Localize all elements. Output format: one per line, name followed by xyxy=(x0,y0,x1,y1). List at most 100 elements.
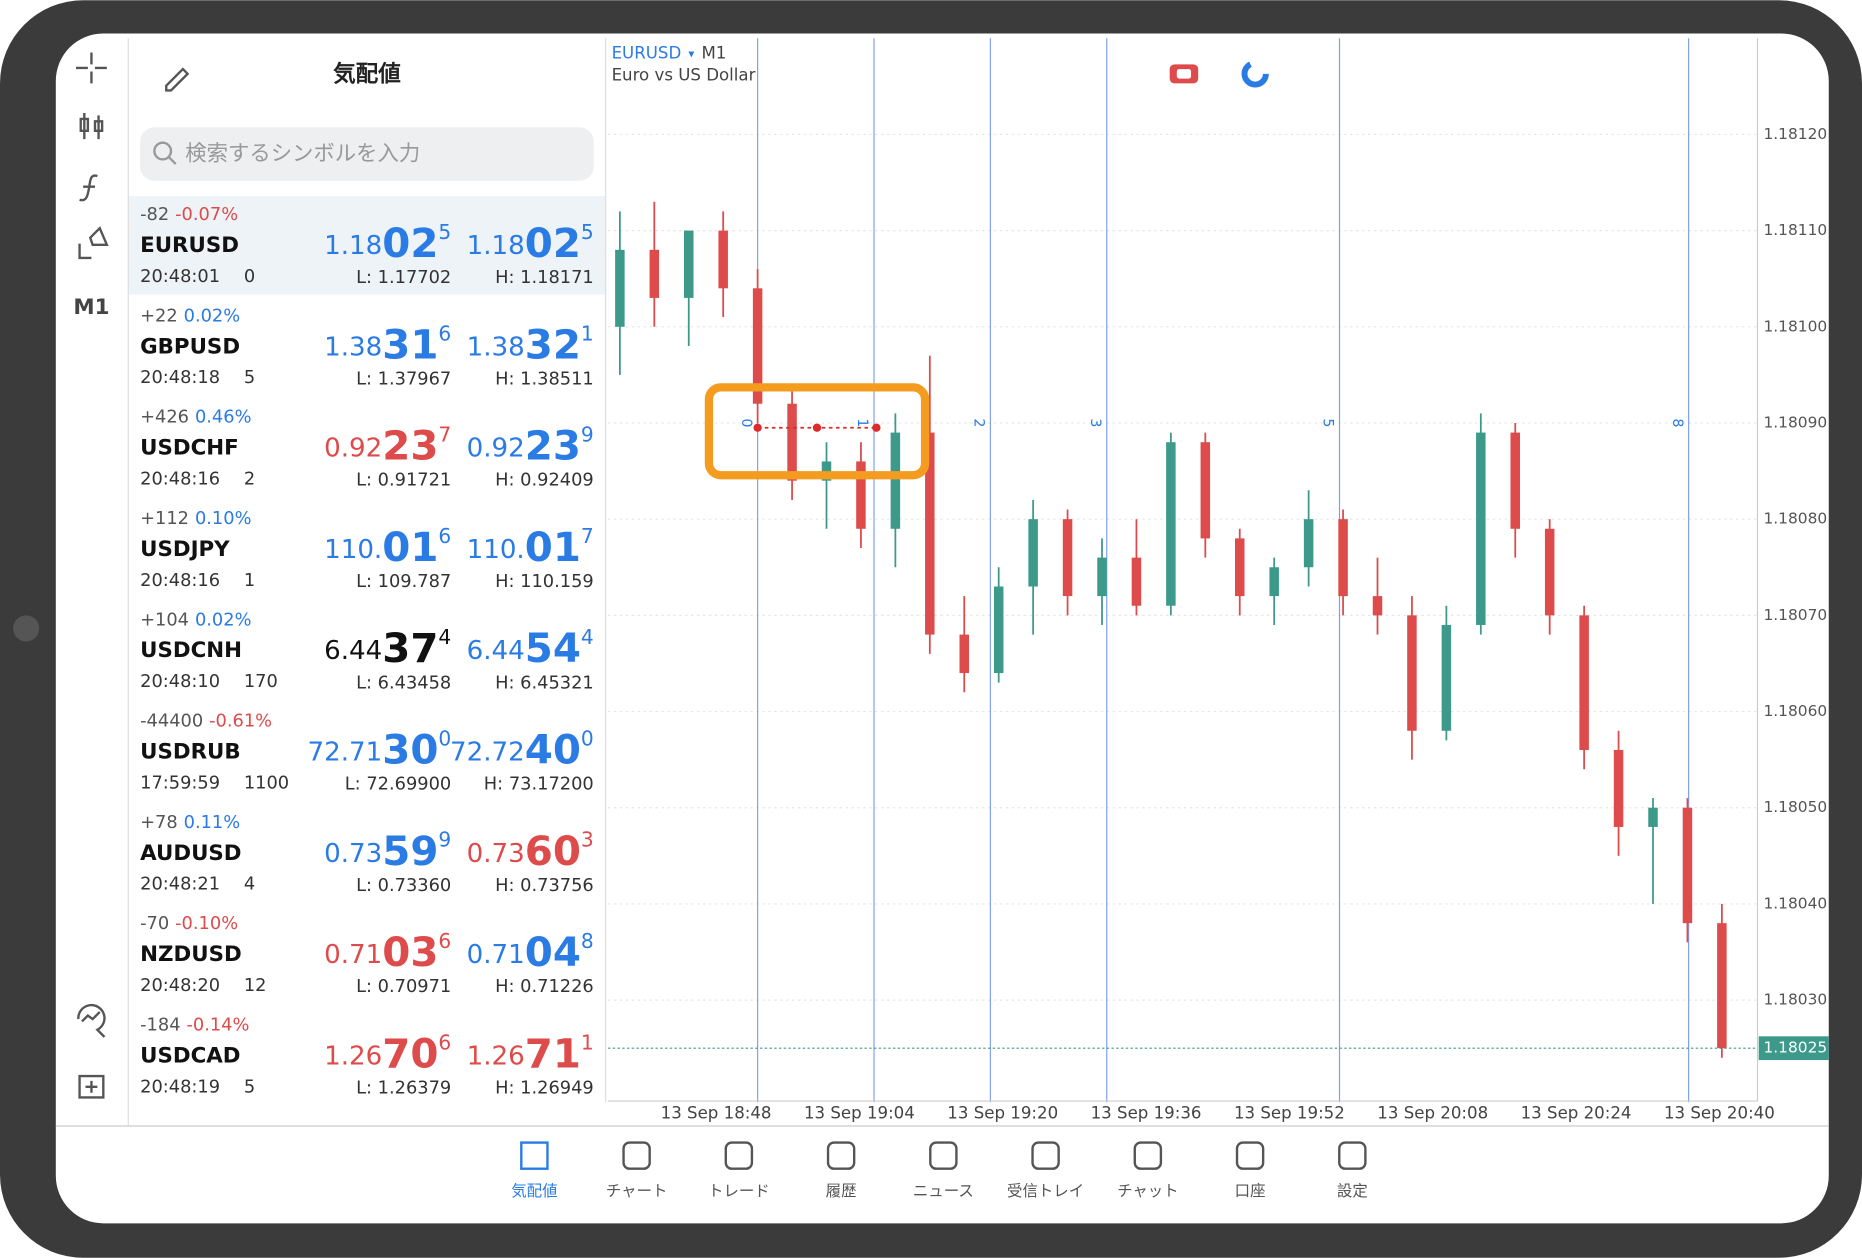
ask-prefix: 0.71 xyxy=(467,940,525,970)
tab-label: チャート xyxy=(606,1182,668,1200)
ask-pips: 23 xyxy=(525,423,581,470)
ask-pips: 02 xyxy=(525,220,581,267)
line-handle xyxy=(753,423,762,432)
bid-pips: 23 xyxy=(382,423,438,470)
tab[interactable]: 気配値 xyxy=(511,1141,558,1200)
ask-price: 1.26711 xyxy=(467,1030,594,1078)
tab[interactable]: 口座 xyxy=(1235,1141,1266,1200)
quote-time: 20:48:21 xyxy=(140,874,220,895)
spread: 2 xyxy=(244,468,255,489)
ask-fraction: 1 xyxy=(581,1030,594,1054)
ask-prefix: 110. xyxy=(467,534,525,564)
bid-fraction: 6 xyxy=(438,1030,451,1054)
crosshair-icon[interactable] xyxy=(76,52,107,84)
price-label: 1.18040 xyxy=(1763,894,1827,912)
signals-icon[interactable] xyxy=(77,1003,106,1038)
change-points: -70 xyxy=(140,913,169,934)
highlight-box xyxy=(704,383,930,480)
bid-price: 0.71036 xyxy=(324,929,451,977)
tab-label: 気配値 xyxy=(511,1182,557,1200)
spread: 0 xyxy=(244,266,255,287)
candle-body xyxy=(1648,807,1658,827)
change-percent: -0.14% xyxy=(186,1015,249,1036)
change: +112 0.10% xyxy=(140,508,251,529)
ask-fraction: 3 xyxy=(581,827,594,851)
bid-prefix: 72.71 xyxy=(307,737,382,767)
timeframe-button[interactable]: M1 xyxy=(73,295,109,320)
price-label: 1.18110 xyxy=(1763,221,1827,239)
bid-pips: 30 xyxy=(382,727,438,774)
tab[interactable]: 受信トレイ xyxy=(1007,1141,1084,1200)
ask-pips: 40 xyxy=(525,727,581,774)
chart-type-icon[interactable] xyxy=(79,113,104,140)
spread: 5 xyxy=(244,367,255,388)
objects-icon[interactable] xyxy=(78,226,109,260)
history-icon[interactable] xyxy=(1241,60,1269,88)
low: L: 1.26379 xyxy=(356,1077,451,1098)
new-window-icon[interactable] xyxy=(78,1074,105,1099)
fib-label: 2 xyxy=(971,418,987,427)
chart-timeframe: M1 xyxy=(701,43,726,62)
search-box[interactable] xyxy=(140,127,594,181)
edit-icon[interactable] xyxy=(165,67,190,92)
ask-prefix: 0.73 xyxy=(467,838,525,868)
bid-prefix: 110. xyxy=(324,534,382,564)
candle-body xyxy=(1544,528,1555,616)
ask-price: 1.38321 xyxy=(467,321,594,369)
indicator-icon[interactable] xyxy=(79,174,98,202)
ask-fraction: 5 xyxy=(581,219,594,243)
tab[interactable]: 設定 xyxy=(1337,1141,1368,1200)
low: L: 109.787 xyxy=(356,571,451,592)
price-label: 1.18030 xyxy=(1763,991,1827,1009)
tab[interactable]: トレード xyxy=(708,1141,770,1200)
spread: 12 xyxy=(244,975,267,996)
candle-body xyxy=(1097,557,1107,597)
change: -82 -0.07% xyxy=(140,204,238,225)
time-label: 13 Sep 19:36 xyxy=(1091,1104,1202,1123)
candle-body xyxy=(752,288,763,404)
symbol: AUDUSD xyxy=(140,841,241,866)
ask-pips: 04 xyxy=(525,929,581,976)
bid-price: 1.26706 xyxy=(324,1030,451,1078)
ask-fraction: 1 xyxy=(581,321,594,345)
time-label: 13 Sep 18:48 xyxy=(661,1104,772,1123)
time-label: 13 Sep 19:20 xyxy=(947,1104,1058,1123)
candle-body xyxy=(1200,442,1211,539)
candle-body xyxy=(1338,519,1348,597)
tab[interactable]: 履歴 xyxy=(826,1141,857,1200)
time-label: 13 Sep 19:52 xyxy=(1234,1104,1345,1123)
low: L: 0.91721 xyxy=(356,470,451,491)
ask-price: 1.18025 xyxy=(467,219,594,267)
bid-fraction: 7 xyxy=(438,422,451,446)
change-points: +22 xyxy=(140,305,178,326)
candle-body xyxy=(1682,807,1693,924)
candle-body xyxy=(787,403,797,481)
high: H: 0.92409 xyxy=(495,470,594,491)
ask-fraction: 8 xyxy=(581,929,594,953)
candle-body xyxy=(1131,557,1142,606)
chart-symbol: EURUSD xyxy=(612,43,682,62)
symbol: GBPUSD xyxy=(140,334,240,359)
tab[interactable]: ニュース xyxy=(913,1141,974,1200)
chart-header: EURUSD ▾ M1 xyxy=(612,43,727,62)
candle-body xyxy=(684,230,694,298)
bid-prefix: 1.26 xyxy=(324,1041,382,1071)
tab[interactable]: チャット xyxy=(1117,1141,1179,1200)
high: H: 0.71226 xyxy=(495,976,594,997)
time: 20:48:16 2 xyxy=(140,468,255,489)
bid-fraction: 6 xyxy=(438,321,451,345)
symbol: USDCNH xyxy=(140,638,242,663)
price-label: 1.18050 xyxy=(1763,798,1827,816)
quote-time: 20:48:20 xyxy=(140,975,220,996)
tab[interactable]: チャート xyxy=(606,1141,668,1200)
